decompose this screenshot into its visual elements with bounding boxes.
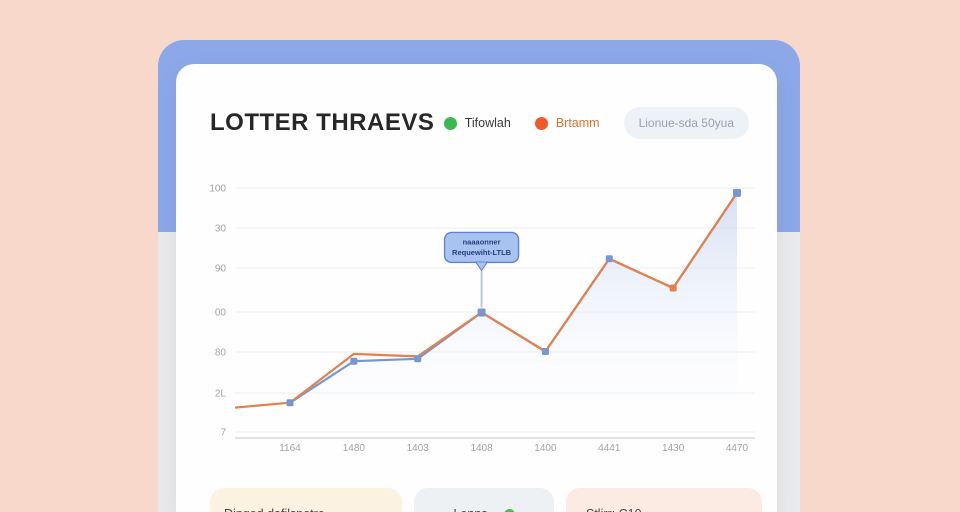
- x-tick-label: 1403: [407, 443, 430, 454]
- data-point-marker[interactable]: [477, 308, 486, 317]
- page-title: LOTTER THRAEVS: [210, 109, 435, 136]
- data-point-marker[interactable]: [732, 188, 741, 197]
- legend-badge[interactable]: Lionue-sda 50yua: [623, 107, 749, 139]
- x-tick-label: 1400: [534, 443, 557, 454]
- card-header: LOTTER THRAEVS Tifowlah Brtamm Lionue-sd…: [210, 100, 749, 146]
- y-tick-label: 7: [220, 428, 226, 439]
- x-tick-label: 1480: [343, 443, 366, 454]
- chips-row: Dinged dafilspotre Lonns Stlirr: C10: [210, 488, 762, 512]
- x-tick-label: 4470: [726, 443, 749, 454]
- filter-chip-3[interactable]: Stlirr: C10: [566, 488, 762, 512]
- x-tick-label: 1164: [279, 443, 301, 454]
- y-tick-label: 00: [215, 308, 227, 319]
- data-point-marker[interactable]: [414, 355, 422, 363]
- y-tick-label: 90: [215, 264, 227, 275]
- data-point-marker[interactable]: [286, 399, 294, 407]
- y-tick-label: 100: [209, 184, 226, 195]
- chip-2-status-dot-icon: [503, 508, 515, 512]
- chip-3-label: Stlirr: C10: [586, 507, 642, 512]
- tooltip-text-line: Requewiht-LTLB: [452, 248, 512, 257]
- data-point-marker[interactable]: [669, 284, 677, 292]
- data-point-marker[interactable]: [541, 347, 549, 355]
- chip-1-label: Dinged dafilspotre: [224, 507, 325, 512]
- tooltip-text-line: naaaonner: [463, 237, 501, 246]
- y-tick-label: 30: [215, 224, 227, 235]
- tooltip-pointer: [474, 261, 489, 272]
- x-tick-label: 1430: [662, 443, 685, 454]
- x-tick-label: 1408: [470, 443, 493, 454]
- chart-card: LOTTER THRAEVS Tifowlah Brtamm Lionue-sd…: [176, 64, 777, 512]
- legend-item-series2[interactable]: Brtamm: [534, 116, 600, 130]
- data-point-marker[interactable]: [350, 357, 358, 365]
- series1-dot-icon: [443, 116, 457, 130]
- chart-legend: Tifowlah Brtamm Lionue-sda 50yua: [443, 107, 749, 139]
- line-chart-svg[interactable]: 100 30 90 00 80 2L 7 1164 1480 1403 1408 1400 4441 14…: [206, 172, 756, 464]
- line-chart[interactable]: 100 30 90 00 80 2L 7 1164 1480 1403 1408 1400 4441 14…: [206, 172, 756, 464]
- legend-label-series1: Tifowlah: [464, 116, 511, 130]
- y-tick-label: 80: [215, 348, 227, 359]
- legend-item-series1[interactable]: Tifowlah: [443, 116, 511, 130]
- filter-chip-2[interactable]: Lonns: [414, 488, 554, 512]
- filter-chip-1[interactable]: Dinged dafilspotre: [210, 488, 402, 512]
- chip-2-label: Lonns: [453, 507, 487, 512]
- data-point-marker[interactable]: [605, 255, 613, 263]
- y-tick-label: 2L: [215, 389, 227, 400]
- legend-label-series2: Brtamm: [555, 116, 600, 130]
- x-tick-label: 4441: [598, 443, 621, 454]
- series2-dot-icon: [534, 116, 548, 130]
